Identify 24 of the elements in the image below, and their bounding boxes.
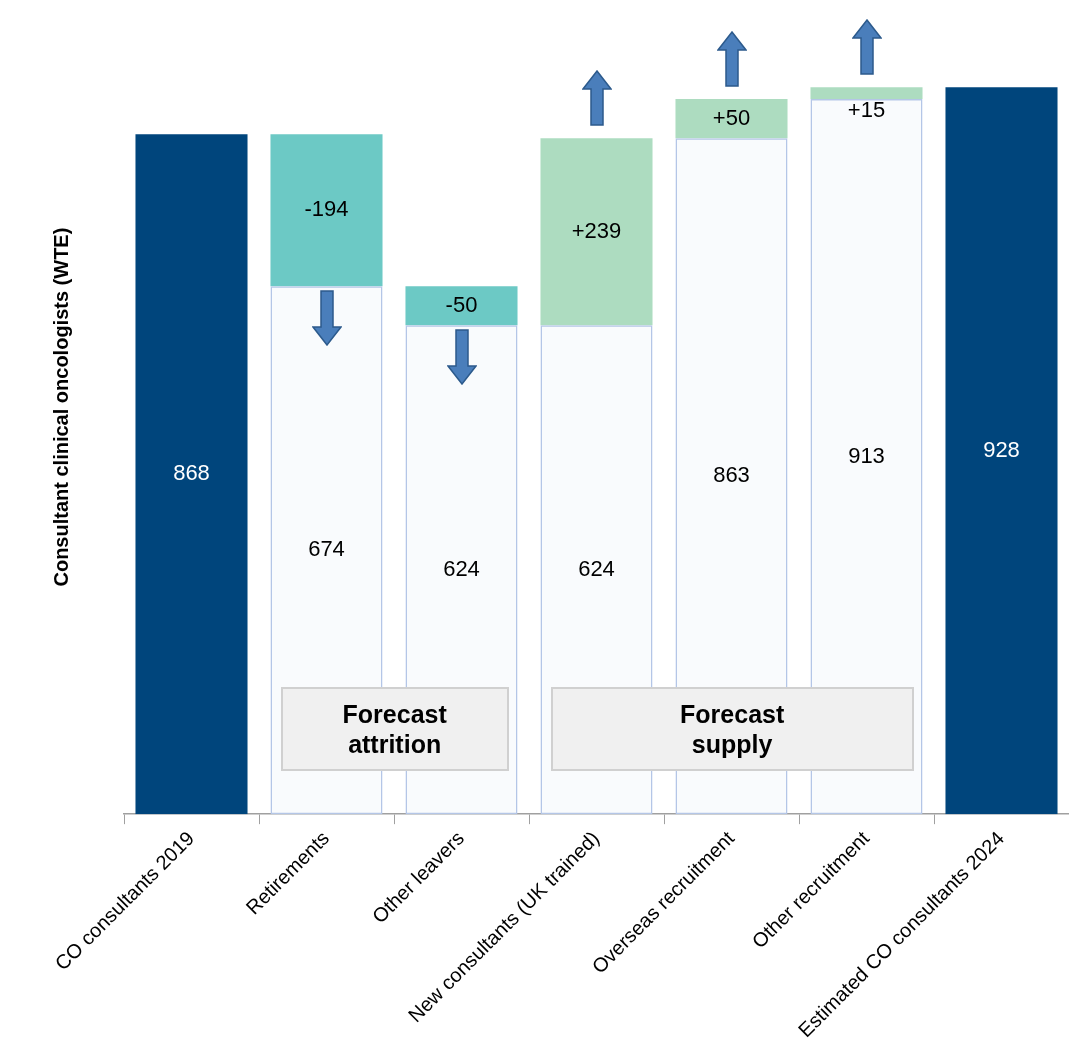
data-label: +239 <box>571 217 622 243</box>
data-label: +15 <box>847 97 886 123</box>
caption-box: Forecast attrition <box>280 686 509 771</box>
bar <box>810 87 923 99</box>
data-label: 928 <box>983 436 1020 462</box>
caption-box: Forecast supply <box>550 686 914 771</box>
bar <box>945 87 1058 815</box>
annotation: Forecast attrition <box>341 698 448 759</box>
data-label: 868 <box>173 460 210 486</box>
bar <box>405 286 518 326</box>
data-label: 624 <box>578 555 615 581</box>
annotation: -50 <box>445 291 478 317</box>
data-label: 863 <box>713 462 750 488</box>
annotation: -194 <box>304 196 349 222</box>
y-axis-title: Consultant clinical oncologists (WTE) <box>49 227 72 587</box>
data-label: 624 <box>443 555 480 581</box>
bar <box>675 98 788 139</box>
data-label: 674 <box>308 536 345 562</box>
data-label: +50 <box>712 104 751 130</box>
bar <box>270 134 383 287</box>
bar <box>540 138 653 326</box>
data-label: 913 <box>848 442 885 468</box>
annotation: Forecast supply <box>679 698 786 759</box>
bar <box>135 134 248 815</box>
